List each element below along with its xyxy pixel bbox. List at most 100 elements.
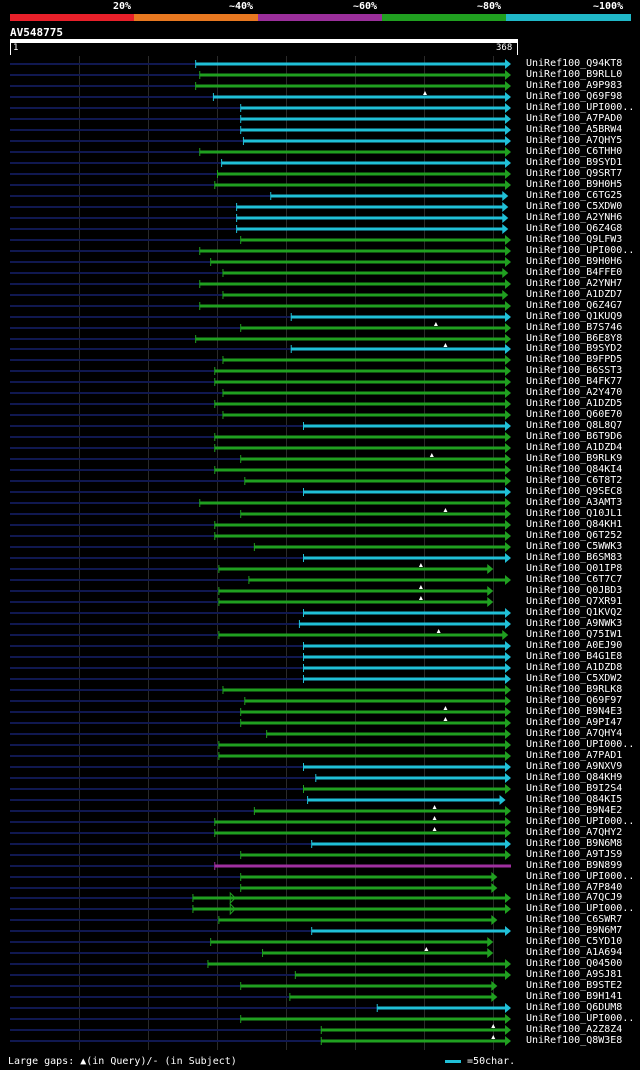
hit-label[interactable]: UniRef100_A1DZD8: [526, 662, 623, 673]
hit-label[interactable]: UniRef100_C5YD10: [526, 936, 623, 947]
hit-label[interactable]: UniRef100_Q75IW1: [526, 629, 623, 640]
hit-label[interactable]: UniRef100_Q6Z4G8: [526, 223, 623, 234]
hit-label[interactable]: UniRef100_UPI000..: [526, 1013, 635, 1024]
query-gap-marker: [443, 343, 448, 347]
hit-end-arrow: [505, 751, 511, 761]
hit-end-arrow: [502, 224, 509, 234]
hit-label[interactable]: UniRef100_C5WWK3: [526, 541, 623, 552]
hit-label[interactable]: UniRef100_A7PAD0: [526, 113, 623, 124]
hit-label[interactable]: UniRef100_A5BRW4: [526, 124, 623, 135]
hit-label[interactable]: UniRef100_B6T9D6: [526, 431, 623, 442]
grid-line: [493, 56, 494, 1050]
hit-label[interactable]: UniRef100_A1DZD5: [526, 398, 623, 409]
hit-label[interactable]: UniRef100_B9H0H5: [526, 179, 623, 190]
scale-label-100: ~100%: [593, 1, 624, 12]
hit-label[interactable]: UniRef100_A7QCJ9: [526, 892, 623, 903]
hit-label[interactable]: UniRef100_C6SWR7: [526, 914, 623, 925]
hit-label[interactable]: UniRef100_B9H141: [526, 991, 623, 1002]
hit-label[interactable]: UniRef100_Q84KH1: [526, 519, 623, 530]
hit-label[interactable]: UniRef100_Q01IP8: [526, 563, 623, 574]
hit-label[interactable]: UniRef100_A1DZD4: [526, 442, 623, 453]
hit-label[interactable]: UniRef100_Q84KI5: [526, 794, 623, 805]
hit-label[interactable]: UniRef100_B9N6M7: [526, 925, 623, 936]
hit-label[interactable]: UniRef100_Q94KT8: [526, 58, 623, 69]
hit-end-arrow: [505, 817, 511, 827]
hit-label[interactable]: UniRef100_C5XDW2: [526, 673, 623, 684]
hit-label[interactable]: UniRef100_Q7XR91: [526, 596, 623, 607]
hit-label[interactable]: UniRef100_B7S746: [526, 322, 623, 333]
hit-label[interactable]: UniRef100_Q6Z4G7: [526, 300, 623, 311]
hit-label[interactable]: UniRef100_A7PAD1: [526, 750, 623, 761]
hit-label[interactable]: UniRef100_B9SYD2: [526, 343, 623, 354]
hit-label[interactable]: UniRef100_Q60E70: [526, 409, 623, 420]
hit-label[interactable]: UniRef100_A2YNH6: [526, 212, 623, 223]
hit-label[interactable]: UniRef100_A1DZD7: [526, 289, 623, 300]
hit-label[interactable]: UniRef100_B6SST3: [526, 365, 623, 376]
hit-label[interactable]: UniRef100_C5XDW0: [526, 201, 623, 212]
hit-label[interactable]: UniRef100_B9STE2: [526, 980, 623, 991]
hit-label[interactable]: UniRef100_B9RLK9: [526, 453, 623, 464]
hit-label[interactable]: UniRef100_A9P983: [526, 80, 623, 91]
hit-label[interactable]: UniRef100_Q69F98: [526, 91, 623, 102]
hit-label[interactable]: UniRef100_A2Y470: [526, 387, 623, 398]
hit-label[interactable]: UniRef100_B9N4E3: [526, 706, 623, 717]
hit-label[interactable]: UniRef100_B9N899: [526, 860, 623, 871]
hit-label[interactable]: UniRef100_C6T8T2: [526, 475, 623, 486]
hit-label[interactable]: UniRef100_UPI000..: [526, 903, 635, 914]
hit-label[interactable]: UniRef100_UPI000..: [526, 871, 635, 882]
hit-label[interactable]: UniRef100_Q84KH9: [526, 772, 623, 783]
hit-label[interactable]: UniRef100_B6E8Y8: [526, 333, 623, 344]
hit-label[interactable]: UniRef100_Q1KUQ9: [526, 311, 623, 322]
hit-label[interactable]: UniRef100_A7P840: [526, 882, 623, 893]
hit-label[interactable]: UniRef100_UPI000..: [526, 816, 635, 827]
hit-label[interactable]: UniRef100_B9N4E2: [526, 805, 623, 816]
hit-label[interactable]: UniRef100_Q1KVQ2: [526, 607, 623, 618]
hit-label[interactable]: UniRef100_Q84KI4: [526, 464, 623, 475]
hit-label[interactable]: UniRef100_A9NWK3: [526, 618, 623, 629]
hit-label[interactable]: UniRef100_B6SM83: [526, 552, 623, 563]
hit-label[interactable]: UniRef100_A7QHY2: [526, 827, 623, 838]
hit-label[interactable]: UniRef100_B9SYD1: [526, 157, 623, 168]
hit-label[interactable]: UniRef100_Q10JL1: [526, 508, 623, 519]
hit-label[interactable]: UniRef100_Q9SRT7: [526, 168, 623, 179]
hit-label[interactable]: UniRef100_A7QHY5: [526, 135, 623, 146]
hit-label[interactable]: UniRef100_A3AMT3: [526, 497, 623, 508]
hit-end-arrow: [505, 301, 511, 311]
hit-label[interactable]: UniRef100_Q6T252: [526, 530, 623, 541]
hit-label[interactable]: UniRef100_B9RLL0: [526, 69, 623, 80]
hit-label[interactable]: UniRef100_Q8W3E8: [526, 1035, 623, 1046]
hit-label[interactable]: UniRef100_B9H0H6: [526, 256, 623, 267]
hit-label[interactable]: UniRef100_A1A694: [526, 947, 623, 958]
hit-label[interactable]: UniRef100_Q9LFW3: [526, 234, 623, 245]
hit-label[interactable]: UniRef100_Q0JBD3: [526, 585, 623, 596]
hit-label[interactable]: UniRef100_B9I2S4: [526, 783, 623, 794]
hit-label[interactable]: UniRef100_A9PI47: [526, 717, 623, 728]
query-gap-marker: [429, 453, 434, 457]
hit-label[interactable]: UniRef100_Q04500: [526, 958, 623, 969]
hit-label[interactable]: UniRef100_A9NXV9: [526, 761, 623, 772]
hit-label[interactable]: UniRef100_UPI000..: [526, 739, 635, 750]
hit-label[interactable]: UniRef100_C6THH0: [526, 146, 623, 157]
query-gap-marker: [432, 805, 437, 809]
hit-label[interactable]: UniRef100_B4G1E8: [526, 651, 623, 662]
hit-label[interactable]: UniRef100_UPI000..: [526, 102, 635, 113]
hit-label[interactable]: UniRef100_C6T7C7: [526, 574, 623, 585]
hit-label[interactable]: UniRef100_A9SJ81: [526, 969, 623, 980]
hit-end-arrow: [505, 92, 511, 102]
hit-label[interactable]: UniRef100_UPI000..: [526, 245, 635, 256]
hit-label[interactable]: UniRef100_Q69F97: [526, 695, 623, 706]
hit-label[interactable]: UniRef100_B4FFE0: [526, 267, 623, 278]
hit-label[interactable]: UniRef100_A0EJ90: [526, 640, 623, 651]
hit-label[interactable]: UniRef100_B4FK77: [526, 376, 623, 387]
hit-label[interactable]: UniRef100_A7QHY4: [526, 728, 623, 739]
hit-label[interactable]: UniRef100_B9RLK8: [526, 684, 623, 695]
hit-label[interactable]: UniRef100_Q9SEC8: [526, 486, 623, 497]
hit-label[interactable]: UniRef100_A2YNH7: [526, 278, 623, 289]
hit-label[interactable]: UniRef100_C6TG25: [526, 190, 623, 201]
hit-label[interactable]: UniRef100_A9TJS9: [526, 849, 623, 860]
hit-label[interactable]: UniRef100_B9N6M8: [526, 838, 623, 849]
hit-label[interactable]: UniRef100_B9FPD5: [526, 354, 623, 365]
hit-label[interactable]: UniRef100_Q8L8Q7: [526, 420, 623, 431]
hit-label[interactable]: UniRef100_Q6DUM8: [526, 1002, 623, 1013]
hit-label[interactable]: UniRef100_A2Z8Z4: [526, 1024, 623, 1035]
